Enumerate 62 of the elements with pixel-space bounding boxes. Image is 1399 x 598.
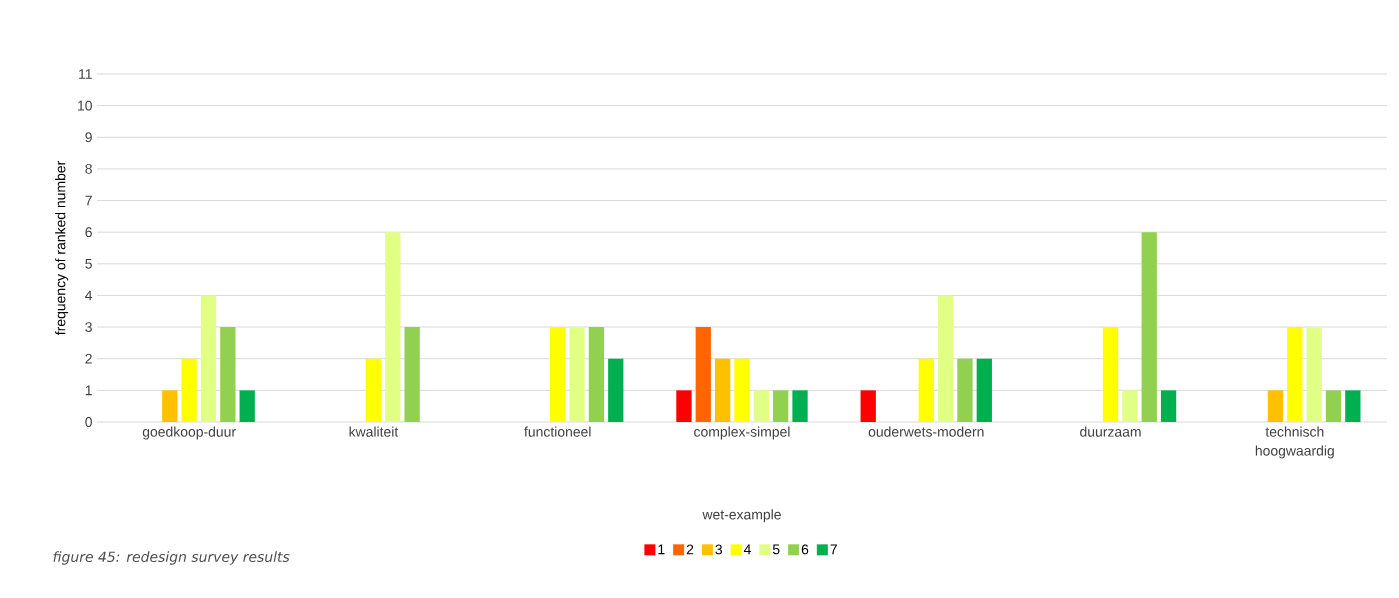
caption: figure 45: redesign survey results [53, 551, 290, 565]
y-tick-label: 3 [85, 322, 92, 333]
legend-label: 4 [743, 544, 751, 555]
bar [734, 358, 750, 422]
bar [588, 327, 605, 422]
bar [1141, 232, 1157, 422]
bar [937, 295, 954, 422]
bar [181, 358, 197, 422]
bar [365, 358, 382, 422]
x-tick-label: complex-simpel [694, 426, 790, 440]
bar [773, 390, 789, 422]
bar [976, 358, 992, 422]
y-tick-label: 9 [85, 132, 92, 143]
x-axis-title: wet-example [702, 509, 781, 523]
x-tick-label: functioneel [524, 426, 591, 437]
bar [753, 390, 769, 422]
bar [1160, 390, 1177, 422]
bar [1287, 327, 1303, 422]
y-tick-label: 1 [85, 385, 92, 396]
bar [200, 295, 217, 422]
bar [385, 232, 401, 422]
x-tick-label: goedkoop-duur [142, 426, 236, 440]
bar [569, 327, 585, 422]
bar [1102, 327, 1119, 422]
y-tick-label: 10 [78, 100, 92, 111]
bar [404, 327, 420, 422]
bar [957, 358, 973, 422]
bar [608, 358, 624, 422]
legend-label: 5 [772, 544, 780, 555]
bar [550, 327, 566, 422]
y-tick-label: 2 [85, 353, 92, 364]
legend-label: 7 [830, 544, 837, 555]
legend-label: 1 [658, 544, 665, 555]
y-tick-label: 7 [85, 195, 92, 206]
bar [714, 358, 731, 422]
bar [162, 390, 178, 422]
bar [1122, 390, 1138, 422]
x-tick-label: ouderwets-modern [868, 426, 984, 437]
x-tick-label: kwaliteit [349, 426, 399, 437]
bar [860, 390, 876, 422]
y-tick-label: 8 [85, 163, 92, 174]
y-tick-label: 6 [85, 227, 92, 238]
legend-label: 3 [715, 544, 722, 555]
y-tick-label: 5 [85, 258, 92, 269]
bar [1267, 390, 1284, 422]
y-tick-label: 4 [85, 290, 93, 301]
bar [792, 390, 808, 422]
bar [676, 390, 692, 422]
x-tick-label: technisch hoogwaardig [1255, 426, 1334, 459]
bar [220, 327, 236, 422]
legend-label: 2 [686, 544, 694, 555]
y-axis-title: frequency of ranked number [55, 161, 69, 336]
bar [239, 390, 255, 422]
bar [1306, 327, 1322, 422]
y-tick-label: 0 [85, 417, 92, 427]
bar [918, 358, 934, 422]
bar [1325, 390, 1342, 422]
bar [1345, 390, 1361, 422]
y-tick-label: 11 [79, 69, 92, 79]
bar [695, 327, 711, 422]
legend-label: 6 [801, 544, 809, 555]
x-tick-label: duurzaam [1080, 426, 1141, 437]
